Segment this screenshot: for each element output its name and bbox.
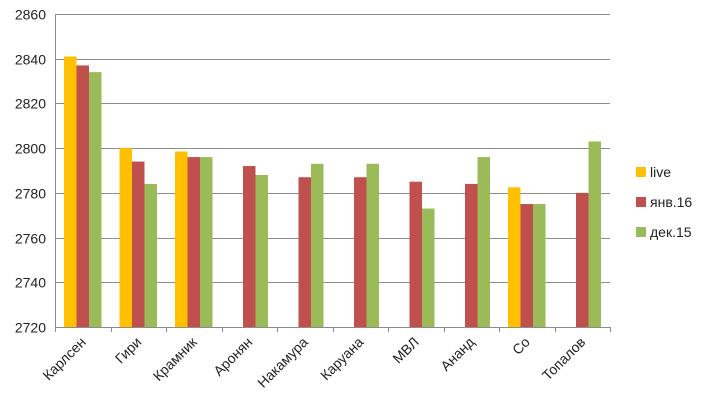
bar (64, 56, 77, 327)
y-tick-label: 2780 (15, 186, 46, 202)
y-tick-labels: 2720 2740 2760 2780 2800 2820 2840 2860 (15, 7, 46, 336)
legend-swatch (636, 167, 646, 177)
bar (311, 163, 324, 327)
bar (465, 183, 478, 327)
legend-swatch (636, 227, 646, 237)
bar (354, 177, 367, 327)
y-tick-label: 2800 (15, 141, 46, 157)
bar (76, 65, 89, 328)
x-tick-label: Со (509, 334, 533, 358)
x-tick-label: Ананд (437, 334, 477, 374)
axes (55, 14, 611, 332)
bar (89, 72, 102, 327)
x-tick-label: МВЛ (389, 334, 422, 367)
x-tick-label: Каруана (317, 334, 366, 383)
legend-swatch (636, 197, 646, 207)
x-tick-label: Гири (112, 334, 145, 367)
bar (588, 141, 601, 327)
legend-label: дек.15 (650, 224, 692, 240)
bar (520, 204, 533, 327)
x-tick-label: Аронян (210, 334, 255, 379)
bar (119, 148, 132, 327)
bar (409, 181, 422, 327)
bar (508, 187, 521, 327)
bars (64, 56, 601, 328)
bar (422, 208, 435, 327)
y-tick-label: 2860 (15, 7, 46, 23)
y-tick-label: 2820 (15, 96, 46, 112)
legend-label: янв.16 (650, 194, 692, 210)
bar (576, 192, 589, 327)
x-tick-label: Топалов (539, 334, 589, 384)
x-tick-label: Крамник (150, 333, 201, 384)
legend: live янв.16 дек.15 (636, 164, 692, 240)
y-tick-label: 2720 (15, 320, 46, 336)
legend-label: live (650, 164, 671, 180)
y-tick-label: 2840 (15, 52, 46, 68)
bar (175, 151, 188, 327)
y-tick-label: 2740 (15, 275, 46, 291)
bar (255, 174, 268, 327)
x-tick-label: Накамура (254, 334, 311, 391)
x-tick-label: Карлсен (39, 334, 88, 383)
bar (187, 157, 200, 327)
bar (243, 166, 256, 327)
bar (533, 204, 546, 327)
y-tick-label: 2760 (15, 231, 46, 247)
bar (477, 157, 490, 327)
bar (366, 163, 379, 327)
bar (144, 183, 157, 327)
bar (200, 157, 213, 327)
bar (298, 177, 311, 327)
bar (132, 161, 145, 327)
